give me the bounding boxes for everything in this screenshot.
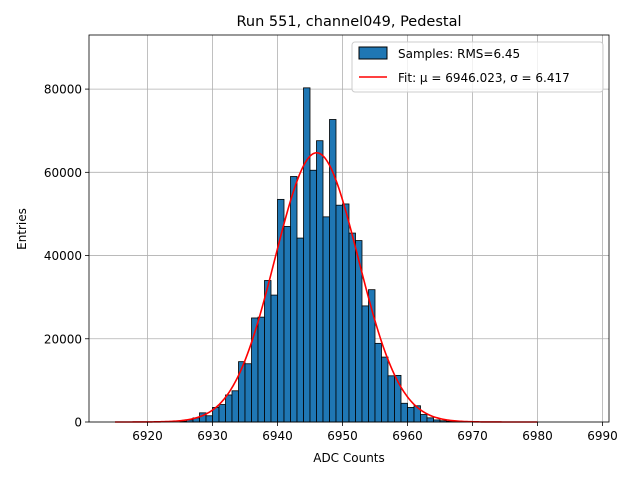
x-tick-label: 6920 <box>132 429 163 443</box>
plot-frame <box>88 34 610 423</box>
axis-ticks: 6920 6930 6940 6950 6960 6970 6980 6990 0 20000 40… <box>44 83 618 443</box>
histogram-bar <box>335 204 343 423</box>
histogram-bar <box>238 361 246 423</box>
x-tick-label: 6940 <box>262 429 293 443</box>
histogram-bar <box>387 375 395 423</box>
histogram-bar <box>426 417 434 423</box>
y-tick-label: 40000 <box>44 249 82 263</box>
x-tick-label: 6990 <box>587 429 618 443</box>
y-tick-label: 20000 <box>44 332 82 346</box>
x-tick-label: 6950 <box>327 429 358 443</box>
histogram-bar <box>316 140 324 423</box>
histogram-bar <box>225 394 233 423</box>
chart-title: Run 551, channel049, Pedestal <box>236 14 461 30</box>
histogram-bar <box>205 415 213 423</box>
histogram-bar <box>264 280 272 423</box>
x-tick-label: 6980 <box>522 429 553 443</box>
histogram-bar <box>283 226 291 423</box>
legend-histogram-swatch <box>358 46 388 60</box>
x-tick-label: 6970 <box>457 429 488 443</box>
histogram-bar <box>342 203 350 423</box>
histogram-bar <box>270 294 278 423</box>
legend-fit-label: Fit: μ = 6946.023, σ = 6.417 <box>398 71 570 85</box>
histogram-bar <box>374 342 382 423</box>
histogram-bar <box>329 119 337 423</box>
histogram-bar <box>381 356 389 423</box>
histogram-bar <box>303 87 311 423</box>
y-tick-label: 0 <box>74 416 82 430</box>
histogram-bar <box>277 198 285 423</box>
y-tick-label: 80000 <box>44 83 82 97</box>
legend-histogram-label: Samples: RMS=6.45 <box>398 47 520 61</box>
histogram-bar <box>361 305 369 423</box>
histogram-bars <box>179 87 467 423</box>
histogram-bar <box>290 176 298 423</box>
histogram-bar <box>420 414 428 423</box>
histogram-bar <box>400 402 408 423</box>
histogram-bar <box>309 169 317 423</box>
histogram-bar <box>407 407 415 423</box>
histogram-bar <box>244 363 252 423</box>
legend: Samples: RMS=6.45 Fit: μ = 6946.023, σ =… <box>351 41 604 93</box>
histogram-bar <box>218 404 226 423</box>
histogram-bar <box>322 216 330 423</box>
x-tick-label: 6930 <box>197 429 228 443</box>
histogram-bar <box>231 390 239 423</box>
y-tick-label: 60000 <box>44 166 82 180</box>
histogram-bar <box>296 237 304 423</box>
x-axis-label: ADC Counts <box>313 451 385 465</box>
y-axis-label: Entries <box>15 208 29 250</box>
histogram-bar <box>257 316 265 423</box>
histogram-bar <box>348 232 356 423</box>
x-tick-label: 6960 <box>392 429 423 443</box>
legend-box <box>351 41 604 93</box>
